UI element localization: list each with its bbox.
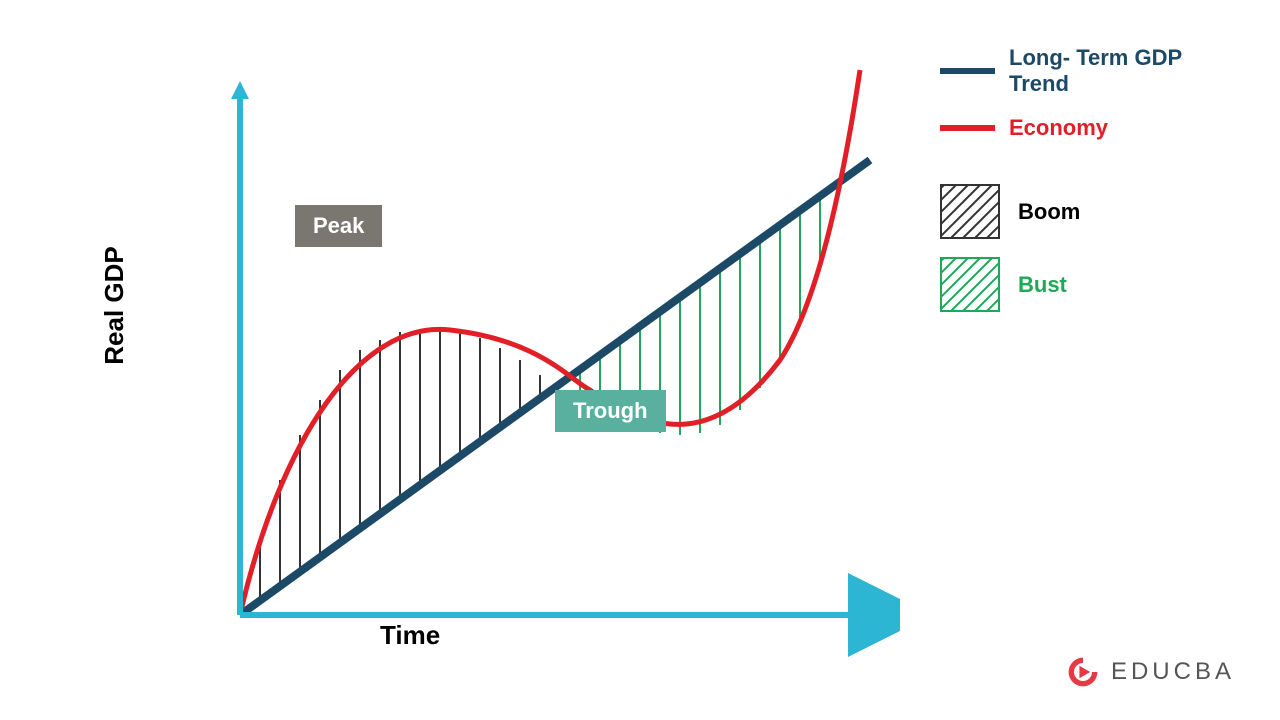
trough-label: Trough xyxy=(555,390,666,432)
chart-container xyxy=(100,40,850,640)
legend: Long- Term GDP Trend Economy Boom Bust xyxy=(940,45,1220,330)
economy-curve xyxy=(240,70,860,615)
y-axis-arrow xyxy=(231,81,249,99)
boom-hatch-group xyxy=(260,330,540,600)
legend-label: Long- Term GDP Trend xyxy=(1009,45,1220,97)
legend-item-trend: Long- Term GDP Trend xyxy=(940,45,1220,97)
legend-line-swatch xyxy=(940,68,995,74)
legend-label: Bust xyxy=(1018,272,1067,298)
brand-logo: EDUCBA xyxy=(1065,654,1235,690)
x-axis-label: Time xyxy=(380,620,440,651)
legend-hatch-swatch xyxy=(940,184,1000,239)
legend-label: Economy xyxy=(1009,115,1108,141)
peak-label: Peak xyxy=(295,205,382,247)
legend-label: Boom xyxy=(1018,199,1080,225)
brand-icon xyxy=(1065,654,1101,690)
legend-hatch-swatch xyxy=(940,257,1000,312)
brand-name: EDUCBA xyxy=(1111,658,1235,686)
chart-svg xyxy=(100,40,900,690)
legend-item-bust: Bust xyxy=(940,257,1220,312)
legend-line-swatch xyxy=(940,125,995,131)
y-axis-label: Real GDP xyxy=(99,246,130,365)
legend-item-economy: Economy xyxy=(940,115,1220,141)
legend-item-boom: Boom xyxy=(940,184,1220,239)
